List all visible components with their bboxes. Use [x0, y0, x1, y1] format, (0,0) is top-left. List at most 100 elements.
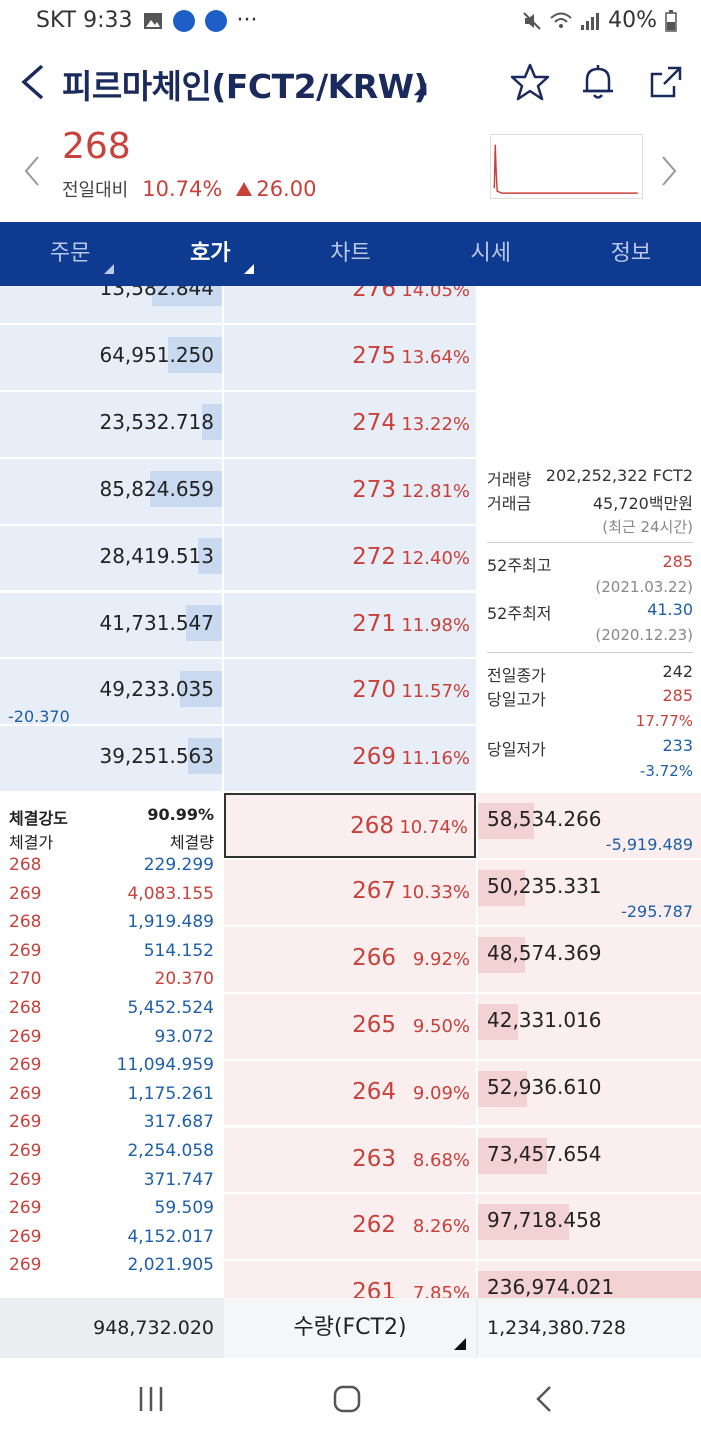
day-low-pct: -3.72% [639, 762, 693, 780]
tab-order[interactable]: 주문 [0, 222, 140, 286]
bid-price-cell[interactable]: 266 9.92% [224, 926, 476, 992]
market-title[interactable]: 피르마체인(FCT2/KRW) [62, 67, 429, 106]
ask-qty-cell[interactable]: 23,532.718 [0, 391, 222, 457]
ask-depth-bar [180, 671, 222, 708]
ask-qty-cell[interactable]: 28,419.513 [0, 525, 222, 591]
ask-depth-bar [188, 738, 222, 775]
bid-qty-cell[interactable]: 50,235.331 -295.787 [478, 859, 701, 925]
bid-qty-cell[interactable]: 236,974.021 [478, 1261, 701, 1298]
change-label: 전일대비 [62, 180, 129, 201]
bid-price-cell[interactable]: 263 8.68% [224, 1127, 476, 1193]
ask-pct: 13.64% [401, 346, 470, 368]
ask-depth-bar [202, 403, 222, 440]
ask-qty-cell[interactable]: 49,233.035 -20.370 [0, 659, 222, 726]
trade-row: 269 2,254.058 [9, 1141, 214, 1169]
bid-price-cell[interactable]: 267 10.33% [224, 859, 476, 925]
share-icon[interactable] [646, 62, 686, 102]
mini-price-chart[interactable] [490, 134, 643, 199]
system-back-icon[interactable] [530, 1384, 560, 1414]
amount-value: 45,720백만원 [592, 494, 693, 513]
trade-price: 268 [9, 998, 42, 1018]
bid-depth-bar [478, 1137, 547, 1174]
tab-info[interactable]: 정보 [610, 241, 652, 266]
low52-label: 52주최저 [487, 604, 552, 623]
battery-icon [665, 9, 677, 32]
trade-qty: 371.747 [143, 1169, 214, 1190]
carrier-time: SKT 9:33 [36, 8, 133, 33]
ask-pct: 13.22% [401, 413, 470, 435]
ask-price-cell[interactable]: 275 13.64% [224, 324, 476, 390]
bid-qty-cell[interactable]: 52,936.610 [478, 1060, 701, 1126]
ask-qty-cell[interactable]: 85,824.659 [0, 458, 222, 524]
ask-price-cell[interactable]: 272 12.40% [224, 525, 476, 591]
recent-trades-panel: 체결강도 90.99% 체결가 체결량 268 229.299 269 4,083.155… [0, 793, 222, 1298]
trade-row: 268 5,452.524 [9, 998, 214, 1026]
high52-value: 285 [662, 552, 693, 571]
day-high-label: 당일고가 [487, 690, 546, 709]
ask-pct: 12.40% [401, 547, 470, 569]
bid-qty-cell[interactable]: 58,534.266 -5,919.489 [478, 793, 701, 858]
trade-qty: 20.370 [154, 969, 214, 990]
tab-quotes[interactable]: 시세 [470, 241, 511, 266]
recent-apps-icon[interactable] [136, 1384, 166, 1414]
home-icon[interactable] [332, 1384, 362, 1414]
bid-pct: 8.26% [412, 1216, 470, 1238]
trade-row: 269 514.152 [9, 941, 214, 969]
unit-caret-icon [454, 1338, 466, 1350]
recent-24h-note: (최근 24시간) [602, 518, 693, 536]
status-bar: SKT 9:33 ··· 40% [0, 0, 701, 44]
bid-price-cell[interactable]: 264 9.09% [224, 1060, 476, 1126]
back-arrow-icon[interactable] [16, 62, 50, 102]
day-low-value: 233 [662, 736, 693, 755]
favorite-star-icon[interactable] [510, 62, 550, 102]
bid-pct: 9.50% [412, 1015, 470, 1037]
bid-price-cell[interactable]: 261 7.85% [224, 1261, 476, 1298]
app-notification-icon [172, 9, 195, 32]
ask-price-cell[interactable]: 270 11.57% [224, 659, 476, 725]
bid-qty-change: -5,919.489 [605, 835, 693, 854]
ask-price-cell[interactable]: 271 11.98% [224, 592, 476, 658]
ask-price-cell[interactable]: 276 14.05% [224, 286, 476, 323]
bid-qty-cell[interactable]: 42,331.016 [478, 993, 701, 1059]
trade-qty: 317.687 [143, 1112, 214, 1133]
trade-price: 269 [9, 1226, 42, 1247]
ask-qty-cell[interactable]: 39,251.563 [0, 726, 222, 792]
unit-selector[interactable]: 수량(FCT2) [224, 1298, 476, 1358]
trade-price: 270 [9, 969, 42, 990]
bid-qty-cell[interactable]: 48,574.369 [478, 926, 701, 992]
ask-depth-bar [168, 336, 222, 373]
prev-market-chevron-icon[interactable] [22, 154, 42, 188]
tab-orderbook[interactable]: 호가 [140, 222, 280, 286]
up-triangle-icon [236, 182, 253, 196]
market-select-caret-icon[interactable] [413, 82, 427, 96]
bid-qty-cell[interactable]: 97,718.458 [478, 1194, 701, 1260]
bid-pct: 10.33% [401, 881, 470, 903]
ask-price: 274 [352, 409, 396, 436]
trade-qty: 1,175.261 [127, 1083, 214, 1104]
ask-qty-cell[interactable]: 41,731.547 [0, 592, 222, 658]
bid-price-cell[interactable]: 262 8.26% [224, 1194, 476, 1260]
volume-value: 202,252,322 FCT2 [545, 466, 693, 485]
system-nav-bar [0, 1358, 701, 1440]
ask-qty-cell[interactable]: 64,951.250 [0, 324, 222, 390]
bid-qty-cell[interactable]: 73,457.654 [478, 1127, 701, 1193]
tab-chart[interactable]: 차트 [330, 241, 371, 266]
ask-qty: 64,951.250 [99, 342, 214, 367]
bid-qty-change: -295.787 [621, 901, 693, 921]
ask-price-cell[interactable]: 274 13.22% [224, 391, 476, 457]
trade-row: 268 1,919.489 [9, 912, 214, 940]
current-price-cell[interactable]: 268 10.74% [224, 793, 476, 858]
volume-label: 거래량 [487, 470, 532, 489]
bid-price-cell[interactable]: 265 9.50% [224, 993, 476, 1059]
alarm-bell-icon[interactable] [578, 62, 618, 102]
trade-price: 269 [9, 1255, 42, 1276]
bid-total: 1,234,380.728 [478, 1298, 701, 1358]
ask-qty-cell[interactable]: 13,582.844 [0, 286, 222, 323]
trade-price: 269 [9, 1141, 42, 1161]
divider [487, 542, 693, 543]
next-market-chevron-icon[interactable] [659, 154, 679, 188]
trade-qty: 514.152 [143, 940, 214, 961]
ask-price-cell[interactable]: 273 12.81% [224, 458, 476, 524]
ask-qty: 39,251.563 [99, 744, 214, 769]
ask-price-cell[interactable]: 269 11.16% [224, 726, 476, 792]
